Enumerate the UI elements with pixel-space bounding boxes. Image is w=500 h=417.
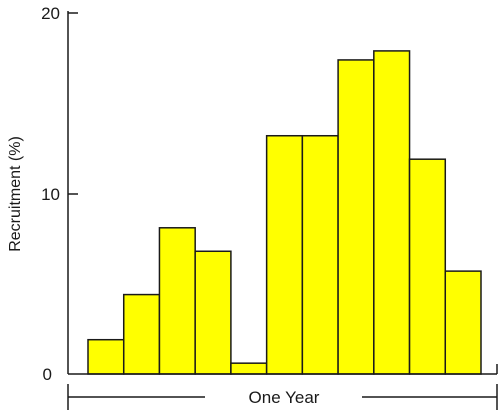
bar-1	[87, 338, 125, 375]
bar-2	[122, 293, 161, 375]
bar-3	[158, 227, 196, 375]
y-axis-label: Recruitment (%)	[7, 136, 24, 252]
y-tick-label-bottom: 0	[43, 365, 52, 384]
bar-9	[373, 50, 411, 375]
bar-8	[337, 59, 375, 375]
x-axis-label: One Year	[249, 388, 320, 407]
y-tick-label-middle: 10	[41, 185, 60, 204]
bar-5	[230, 362, 268, 375]
bar-7	[301, 134, 339, 375]
bar-6	[265, 134, 304, 375]
bar-11	[444, 270, 482, 375]
bar-group	[87, 50, 482, 375]
bar-10	[408, 158, 447, 375]
y-tick-label-top: 20	[41, 4, 60, 23]
bar-4	[194, 250, 232, 375]
